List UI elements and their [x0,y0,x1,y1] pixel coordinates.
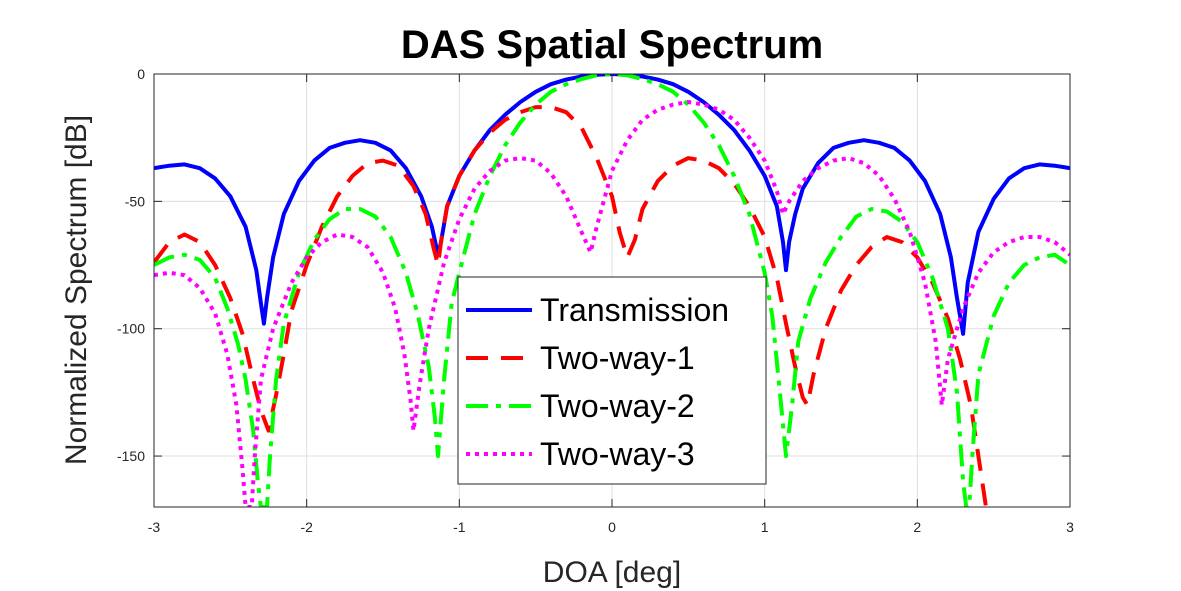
legend: Transmission Two-way-1 Two-way-2 Two-way-3 [457,276,767,485]
chart-title: DAS Spatial Spectrum [401,23,823,67]
series-line-transmission [154,74,1070,336]
y-tick-label: 0 [137,66,145,82]
series-group [154,74,1070,507]
x-tick-label: 0 [608,519,616,535]
x-tick-label: 3 [1066,519,1074,535]
legend-label: Two-way-1 [540,340,695,376]
x-axis-label: DOA [deg] [543,556,681,589]
series-line-two-way-3 [154,100,1070,507]
x-tick-label: -2 [300,519,313,535]
x-tick-label: 2 [913,519,921,535]
y-tick-label: -150 [117,448,145,464]
legend-label: Transmission [540,292,729,328]
legend-label: Two-way-2 [540,388,695,424]
y-axis-label: Normalized Spectrum [dB] [60,115,93,465]
y-tick-label: -50 [125,193,145,209]
x-tick-label: 1 [761,519,769,535]
ticks: -3 -2 -1 0 1 2 3 0 -50 -100 -150 [117,66,1074,535]
x-tick-label: -3 [148,519,161,535]
y-tick-label: -100 [117,321,145,337]
x-tick-label: -1 [453,519,466,535]
series-line-two-way-2 [154,74,1070,507]
legend-label: Two-way-3 [540,436,695,472]
